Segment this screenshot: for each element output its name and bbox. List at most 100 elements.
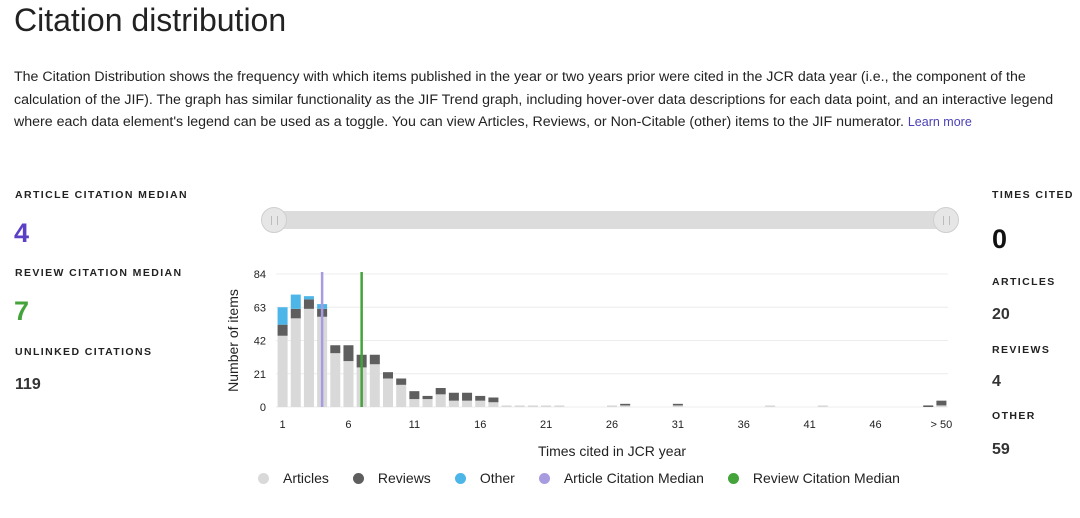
article-median-label: ARTICLE CITATION MEDIAN [15, 189, 188, 201]
bar-articles [488, 402, 499, 407]
bar-reviews [462, 392, 473, 401]
y-tick-label: 63 [254, 302, 266, 314]
legend-item-reviews[interactable]: Reviews [352, 470, 431, 486]
learn-more-link[interactable]: Learn more [907, 115, 972, 129]
bar-reviews [620, 403, 631, 406]
legend-label-article-median: Article Citation Median [563, 470, 704, 486]
bar-articles [514, 405, 525, 407]
legend-dot-article-median [538, 472, 550, 484]
bar-reviews [382, 372, 394, 379]
legend-dot-articles [258, 472, 269, 484]
bar-articles [277, 335, 288, 407]
articles-label: ARTICLES [992, 276, 1056, 288]
other-value: 59 [992, 441, 1010, 458]
bar-other [303, 296, 314, 300]
bar-reviews [396, 378, 407, 385]
x-tick-label: 6 [345, 419, 351, 431]
article-median-value: 4 [14, 218, 30, 248]
legend-label-articles: Articles [283, 470, 329, 486]
bar-reviews [923, 405, 934, 407]
range-slider-right-handle[interactable] [933, 207, 959, 233]
bar-reviews [409, 391, 420, 400]
legend-label-reviews: Reviews [377, 470, 431, 486]
y-tick-label: 84 [254, 269, 266, 281]
bar-articles [817, 405, 828, 407]
reviews-value: 4 [992, 373, 1001, 390]
bar-articles [462, 400, 473, 407]
bar-articles [343, 361, 354, 407]
bar-articles [475, 400, 486, 407]
bar-reviews [475, 395, 486, 401]
chart-legend: Articles Reviews Other Article Citation … [258, 470, 924, 486]
unlinked-citations-label: UNLINKED CITATIONS [15, 346, 153, 358]
y-tick-label: 42 [254, 336, 266, 348]
bar-reviews [330, 345, 341, 354]
legend-item-other[interactable]: Other [454, 470, 515, 486]
legend-label-other: Other [479, 470, 515, 486]
bar-articles [527, 405, 538, 407]
y-axis-label: Number of items [225, 289, 241, 392]
bar-articles [422, 399, 433, 407]
bar-reviews [422, 395, 433, 400]
bar-reviews [277, 324, 288, 336]
x-tick-label: 31 [672, 419, 684, 431]
legend-dot-other [454, 472, 466, 484]
bar-reviews [435, 388, 446, 395]
bar-reviews [488, 397, 499, 403]
bar-other [290, 294, 301, 309]
times-cited-label: TIMES CITED [992, 189, 1074, 201]
x-tick-label: 21 [540, 419, 552, 431]
bar-reviews [448, 392, 459, 401]
bar-articles [330, 353, 341, 407]
legend-label-review-median: Review Citation Median [752, 470, 900, 486]
range-slider-left-handle[interactable] [261, 207, 287, 233]
bar-articles [765, 405, 776, 407]
legend-item-articles[interactable]: Articles [258, 470, 329, 486]
bar-articles [541, 405, 552, 407]
bar-other [277, 307, 288, 325]
page-title: Citation distribution [14, 2, 287, 38]
bar-reviews [303, 299, 314, 309]
bar-articles [620, 405, 631, 407]
x-tick-label: 41 [804, 419, 816, 431]
reviews-label: REVIEWS [992, 344, 1051, 356]
bar-articles [369, 364, 380, 407]
y-tick-label: 0 [260, 402, 266, 414]
x-tick-label: 46 [869, 419, 881, 431]
bar-reviews [369, 354, 380, 365]
range-slider-track[interactable] [262, 211, 958, 229]
bar-articles [435, 394, 446, 407]
bar-reviews [343, 345, 354, 362]
review-median-value: 7 [14, 296, 30, 326]
legend-item-review-median[interactable]: Review Citation Median [727, 470, 900, 486]
bar-articles [396, 384, 407, 407]
bar-articles [554, 405, 565, 407]
bar-articles [936, 405, 947, 407]
bar-articles [501, 405, 512, 407]
legend-dot-review-median [727, 472, 739, 484]
bar-articles [290, 318, 301, 407]
articles-value: 20 [992, 306, 1010, 323]
description-text: The Citation Distribution shows the freq… [14, 69, 1054, 130]
review-median-label: REVIEW CITATION MEDIAN [15, 267, 183, 279]
legend-item-article-median[interactable]: Article Citation Median [538, 470, 704, 486]
x-tick-label: 16 [474, 419, 486, 431]
bar-articles [448, 400, 459, 407]
x-tick-label: 1 [280, 419, 286, 431]
x-axis-label: Times cited in JCR year [538, 443, 686, 459]
x-tick-label: 36 [738, 419, 750, 431]
y-tick-label: 21 [254, 369, 266, 381]
legend-dot-reviews [352, 472, 364, 484]
x-tick-label: > 50 [931, 419, 953, 431]
unlinked-citations-value: 119 [15, 376, 41, 393]
other-label: OTHER [992, 410, 1036, 422]
description: The Citation Distribution shows the freq… [14, 66, 1074, 134]
bar-articles [409, 399, 420, 407]
x-tick-label: 11 [409, 419, 420, 431]
x-tick-label: 26 [606, 419, 618, 431]
bar-reviews [290, 308, 301, 319]
bar-reviews [936, 400, 947, 406]
bar-articles [303, 308, 314, 407]
bar-articles [672, 405, 683, 407]
